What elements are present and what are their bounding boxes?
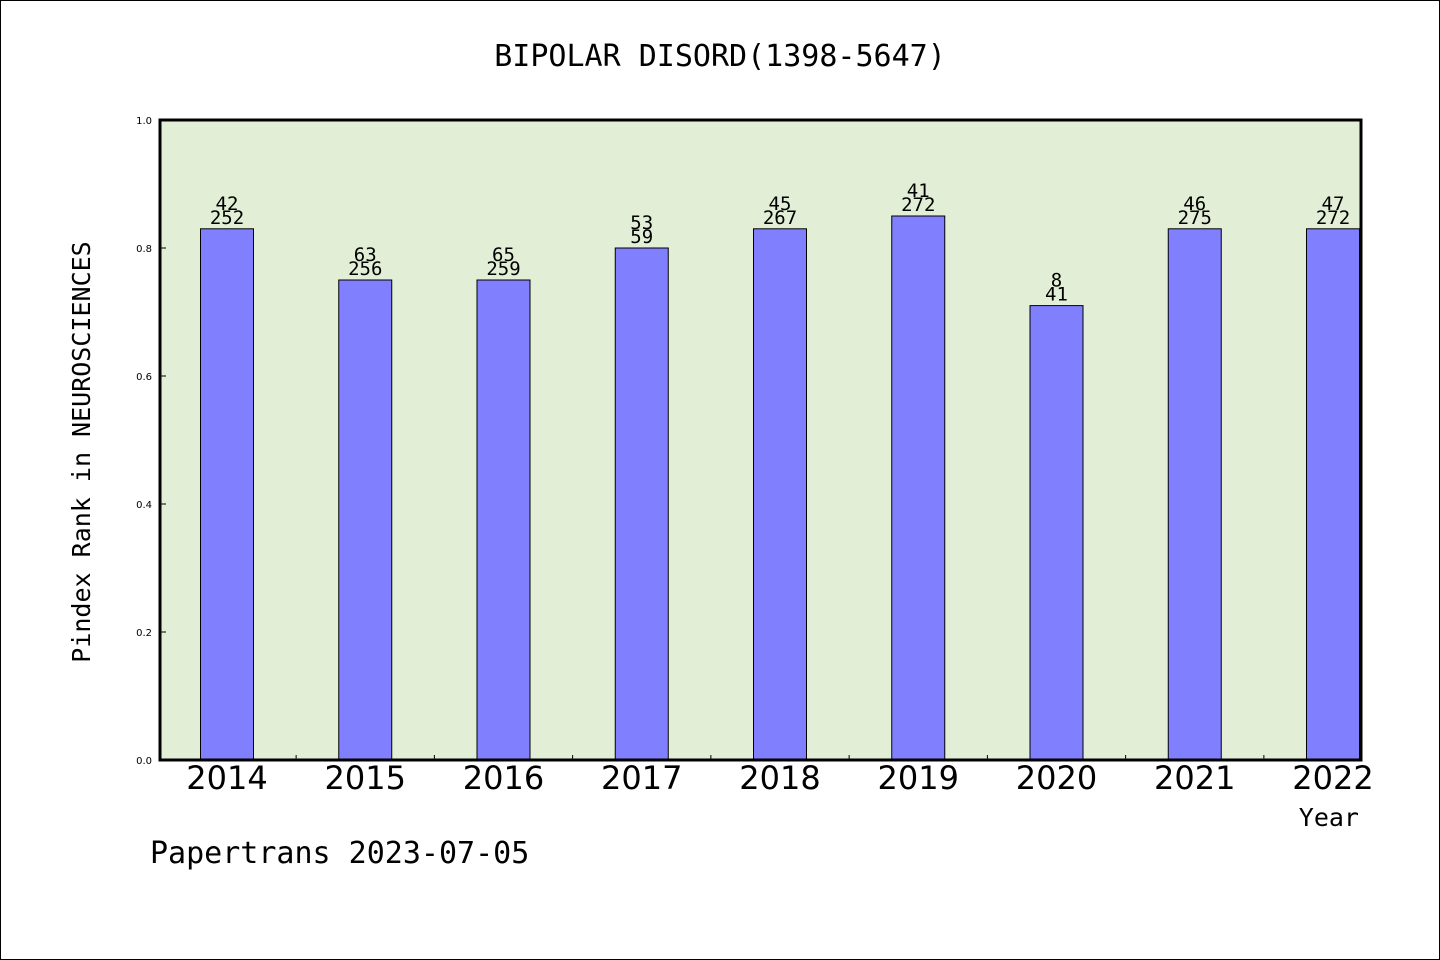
x-axis-label: Year	[1299, 803, 1359, 832]
bar-label-bottom-2014: 252	[210, 207, 244, 229]
plot-border	[158, 118, 1363, 762]
x-tick-label-2015: 2015	[325, 759, 406, 797]
bar-label-top-2014: 42	[216, 193, 239, 215]
x-axis: 2014 2015 2016 2017 2018 2019 2020 2021 2022	[186, 755, 1374, 797]
x-tick-label-2014: 2014	[186, 759, 267, 797]
y-tick-label: 0.8	[136, 244, 152, 255]
bar-label-top-2020: 8	[1051, 270, 1062, 292]
x-tick-label-2017: 2017	[601, 759, 682, 797]
bar-label-bottom-2015: 256	[348, 258, 382, 280]
y-tick-label: 0.4	[136, 500, 152, 511]
bar-label-bottom-2016: 259	[486, 258, 520, 280]
chart-title: BIPOLAR DISORD(1398-5647)	[494, 39, 946, 74]
bar-label-top-2017: 53	[630, 212, 653, 234]
bar-label-top-2022: 47	[1322, 193, 1345, 215]
bar-label-bottom-2017: 59	[630, 226, 653, 248]
bar-2014	[200, 228, 254, 761]
bar-label-bottom-2019: 272	[901, 194, 935, 216]
x-tick-label-2016: 2016	[463, 759, 544, 797]
bar-2018	[753, 228, 807, 761]
y-tick-label: 0.0	[136, 756, 152, 767]
bar-label-top-2019: 41	[907, 180, 930, 202]
x-tick-label-2019: 2019	[878, 759, 959, 797]
x-tick-label-2022: 2022	[1292, 759, 1373, 797]
y-tick-label: 1.0	[136, 116, 152, 127]
x-tick-label-2018: 2018	[739, 759, 820, 797]
y-tick-label: 0.6	[136, 372, 152, 383]
bar-label-top-2021: 46	[1183, 193, 1206, 215]
bar-2015	[338, 279, 393, 761]
bar-2022	[1306, 228, 1360, 761]
bar-2016	[476, 279, 531, 761]
y-tick-label: 0.2	[136, 628, 152, 639]
bar-label-top-2015: 63	[354, 244, 377, 266]
bar-2017	[614, 247, 669, 761]
bar-2019	[891, 215, 946, 761]
bar-2021	[1167, 228, 1222, 761]
bar-label-bottom-2020: 41	[1045, 284, 1068, 306]
bar-label-bottom-2018: 267	[763, 207, 797, 229]
bar-label-top-2018: 45	[769, 193, 792, 215]
bar-label-bottom-2022: 272	[1316, 207, 1350, 229]
bar-label-top-2016: 65	[492, 244, 515, 266]
footer-credit: Papertrans 2023-07-05	[150, 836, 529, 871]
bar-2020	[1029, 305, 1084, 761]
y-axis-label: Pindex Rank in NEUROSCIENCES	[67, 241, 96, 662]
x-tick-label-2021: 2021	[1154, 759, 1235, 797]
bars-layer: 4225263256652595359452674127284146275472…	[200, 180, 1360, 761]
bar-label-bottom-2021: 275	[1178, 207, 1212, 229]
x-tick-label-2020: 2020	[1016, 759, 1097, 797]
